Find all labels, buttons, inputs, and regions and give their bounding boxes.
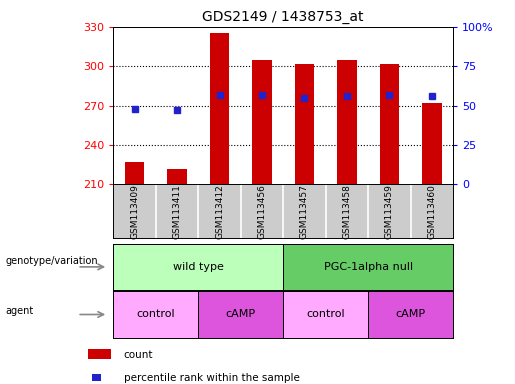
Text: cAMP: cAMP [226,310,256,319]
Bar [210,33,229,184]
Bar [125,162,144,184]
Text: GSM113458: GSM113458 [342,184,351,238]
Text: GSM113409: GSM113409 [130,184,139,238]
Text: GSM113411: GSM113411 [173,184,181,238]
Text: cAMP: cAMP [396,310,426,319]
Text: PGC-1alpha null: PGC-1alpha null [323,262,413,272]
Text: control: control [306,310,345,319]
Text: GSM113459: GSM113459 [385,184,394,238]
Bar [167,169,186,184]
Text: GSM113460: GSM113460 [427,184,436,238]
Bar [252,60,271,184]
Bar [337,60,356,184]
Text: GSM113412: GSM113412 [215,184,224,238]
Bar [283,291,368,338]
Text: GSM113456: GSM113456 [258,184,266,238]
Bar [295,64,314,184]
Text: genotype/variation: genotype/variation [5,256,98,266]
Bar [380,64,399,184]
Text: count: count [124,350,153,360]
Text: percentile rank within the sample: percentile rank within the sample [124,373,300,383]
Text: control: control [136,310,175,319]
Bar [198,291,283,338]
Bar [422,103,441,184]
Bar [283,244,453,290]
Bar [368,291,453,338]
Text: agent: agent [5,306,33,316]
Text: GSM113457: GSM113457 [300,184,309,238]
Text: wild type: wild type [173,262,224,272]
Bar [113,244,283,290]
Bar [113,291,198,338]
Title: GDS2149 / 1438753_at: GDS2149 / 1438753_at [202,10,364,25]
